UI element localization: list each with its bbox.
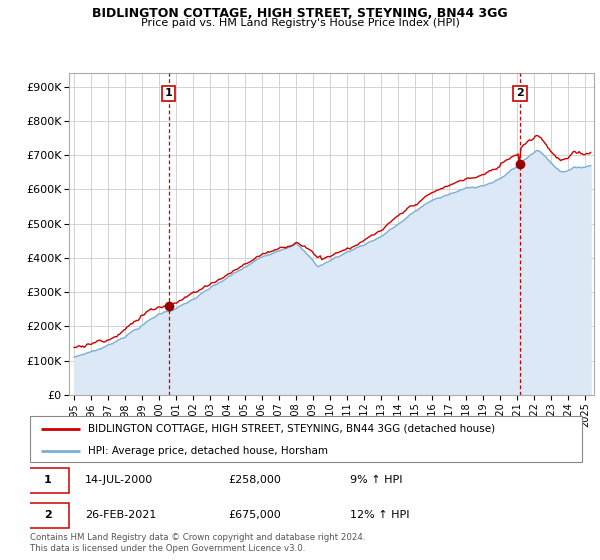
Text: Contains HM Land Registry data © Crown copyright and database right 2024.
This d: Contains HM Land Registry data © Crown c… — [30, 533, 365, 553]
Text: BIDLINGTON COTTAGE, HIGH STREET, STEYNING, BN44 3GG: BIDLINGTON COTTAGE, HIGH STREET, STEYNIN… — [92, 7, 508, 20]
Text: £675,000: £675,000 — [229, 510, 281, 520]
Text: 9% ↑ HPI: 9% ↑ HPI — [350, 475, 403, 486]
Text: £258,000: £258,000 — [229, 475, 281, 486]
Text: 26-FEB-2021: 26-FEB-2021 — [85, 510, 157, 520]
Text: Price paid vs. HM Land Registry's House Price Index (HPI): Price paid vs. HM Land Registry's House … — [140, 18, 460, 28]
Text: 1: 1 — [164, 88, 172, 99]
Text: 12% ↑ HPI: 12% ↑ HPI — [350, 510, 410, 520]
FancyBboxPatch shape — [27, 503, 68, 528]
FancyBboxPatch shape — [27, 468, 68, 493]
FancyBboxPatch shape — [30, 416, 582, 462]
Text: 2: 2 — [44, 510, 52, 520]
Text: 2: 2 — [516, 88, 524, 99]
Text: 14-JUL-2000: 14-JUL-2000 — [85, 475, 154, 486]
Text: BIDLINGTON COTTAGE, HIGH STREET, STEYNING, BN44 3GG (detached house): BIDLINGTON COTTAGE, HIGH STREET, STEYNIN… — [88, 424, 495, 434]
Text: 1: 1 — [44, 475, 52, 486]
Text: HPI: Average price, detached house, Horsham: HPI: Average price, detached house, Hors… — [88, 446, 328, 455]
